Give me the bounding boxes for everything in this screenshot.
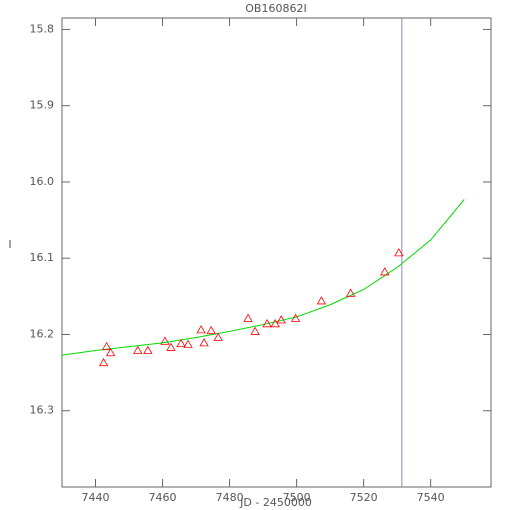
x-tick-label: 7500: [283, 491, 311, 504]
data-point: [166, 342, 176, 351]
data-point: [133, 345, 143, 354]
data-point: [160, 336, 170, 345]
data-point: [213, 332, 223, 341]
x-tick-label: 7520: [350, 491, 378, 504]
data-point: [243, 313, 253, 322]
data-point: [250, 326, 260, 335]
y-tick-label: 16.2: [30, 327, 55, 340]
data-point: [196, 325, 206, 334]
data-point: [101, 341, 112, 351]
y-tick-label: 15.9: [30, 99, 55, 112]
plot-frame: [61, 17, 492, 488]
data-point: [183, 339, 193, 348]
data-point: [143, 345, 153, 354]
data-point: [394, 248, 404, 257]
chart-title: OB160862I: [245, 2, 306, 15]
x-tick-label: 7460: [149, 491, 177, 504]
data-point: [262, 318, 272, 328]
x-tick-label: 7480: [216, 491, 244, 504]
y-axis-label: I: [8, 238, 11, 251]
y-tick-label: 16.1: [30, 251, 55, 264]
data-point: [98, 357, 109, 367]
x-axis-label: JD - 2450000: [239, 496, 312, 509]
y-tick-label: 16.0: [30, 175, 55, 188]
data-point: [316, 296, 327, 305]
data-point: [105, 347, 116, 357]
y-tick-label: 15.8: [30, 22, 55, 35]
model-curve: [61, 199, 465, 356]
data-point: [345, 288, 356, 297]
data-point: [199, 338, 209, 347]
x-tick-label: 7440: [82, 491, 110, 504]
data-point: [206, 325, 216, 335]
x-tick-label: 7540: [417, 491, 445, 504]
y-tick-label: 16.3: [30, 404, 55, 417]
data-point: [290, 313, 301, 322]
data-point: [380, 267, 390, 276]
data-point: [176, 338, 186, 348]
data-point: [276, 315, 286, 324]
